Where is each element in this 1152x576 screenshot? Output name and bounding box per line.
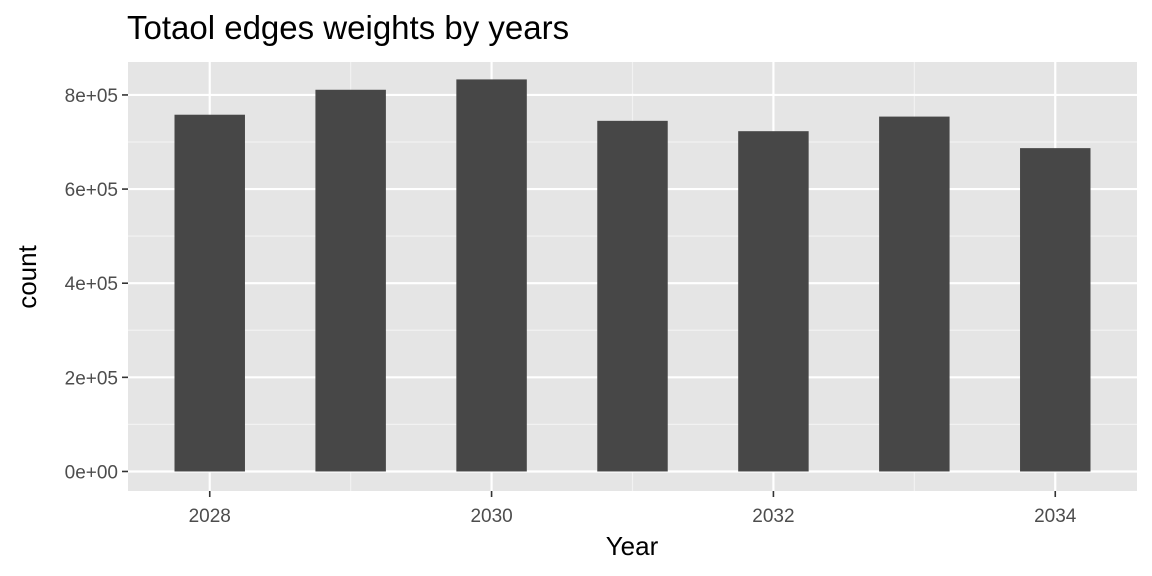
y-tick-label: 4e+05 (65, 274, 118, 295)
y-tick-label: 2e+05 (65, 368, 118, 389)
bar-2033 (879, 116, 950, 472)
x-tick-label: 2028 (189, 506, 231, 527)
bars (174, 79, 1091, 472)
bar-2031 (597, 120, 668, 472)
bar-2034 (1020, 148, 1091, 472)
x-tick-label: 2032 (752, 506, 794, 527)
bar-2028 (174, 114, 245, 472)
bar-2032 (738, 131, 809, 472)
y-tick-label: 6e+05 (65, 180, 118, 201)
y-tick-label: 8e+05 (65, 86, 118, 107)
y-axis: 0e+00 2e+05 4e+05 6e+05 8e+05 (65, 86, 128, 483)
x-tick-label: 2034 (1034, 506, 1077, 527)
y-tick-label: 0e+00 (65, 462, 118, 483)
x-axis: 2028 2030 2032 2034 (189, 491, 1077, 527)
bar-2030 (456, 79, 527, 472)
bar-2029 (315, 89, 386, 472)
x-tick-label: 2030 (470, 506, 512, 527)
x-axis-title: Year (606, 531, 659, 561)
chart-title: Totaol edges weights by years (127, 9, 569, 46)
y-axis-title: count (12, 244, 42, 308)
